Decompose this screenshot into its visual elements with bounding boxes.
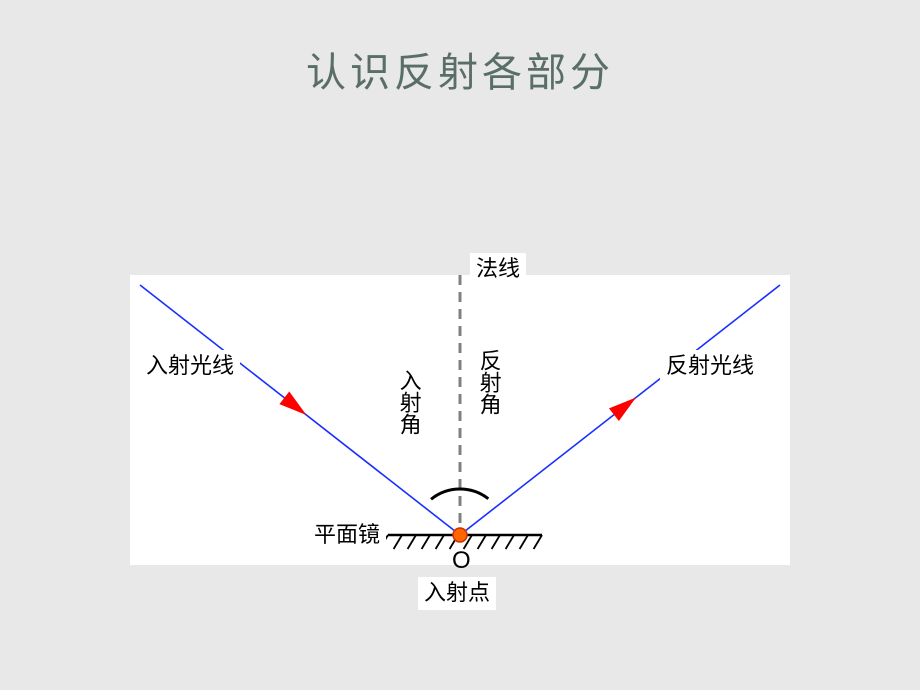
label-mirror: 平面镜 <box>308 519 386 552</box>
label-normal-line: 法线 <box>470 253 526 286</box>
page-title: 认识反射各部分 <box>0 0 920 98</box>
diagram-panel: 法线 入射光线 反射光线 入射角 反射角 平面镜 O 入射点 <box>130 275 790 565</box>
label-reflected-angle: 反射角 <box>468 347 509 417</box>
label-incident-angle: 入射角 <box>388 367 429 437</box>
label-origin-letter: O <box>452 547 471 575</box>
label-incident-ray: 入射光线 <box>140 350 240 383</box>
label-incident-point: 入射点 <box>418 577 496 610</box>
reflection-diagram-svg <box>130 275 790 565</box>
slide: 认识反射各部分 法线 入射光线 反射光线 入射角 反射角 平面镜 O 入射点 <box>0 0 920 690</box>
label-reflected-ray: 反射光线 <box>660 350 760 383</box>
